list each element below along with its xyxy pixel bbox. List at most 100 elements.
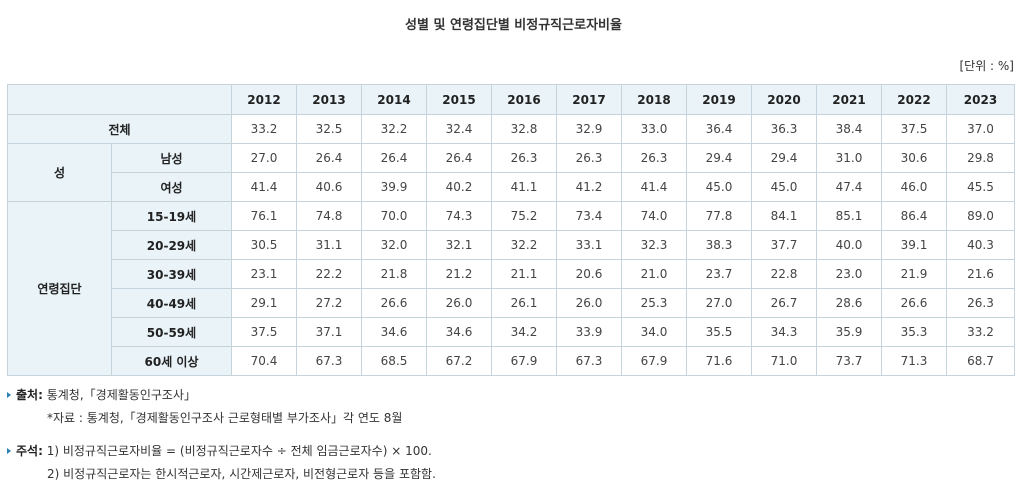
data-cell: 26.6 — [361, 288, 427, 318]
data-cell: 35.5 — [686, 317, 752, 347]
data-cell: 26.3 — [946, 288, 1015, 318]
table-row: 연령집단 15-19세 76.1 74.8 70.0 74.3 75.2 73.4 74.0 77… — [7, 201, 1015, 376]
data-cell: 46.0 — [881, 172, 947, 202]
data-cell: 39.1 — [881, 230, 947, 260]
table-row: 전체 33.2 32.5 32.2 32.4 32.8 32.9 33.0 36.4 36.3 38… — [7, 114, 1015, 144]
data-cell: 27.0 — [686, 288, 752, 318]
data-cell: 74.0 — [621, 201, 687, 231]
data-cell: 32.3 — [621, 230, 687, 260]
data-cell: 29.4 — [751, 143, 817, 173]
year-header: 2023 — [946, 84, 1015, 115]
row-label: 50-59세 — [111, 317, 232, 347]
data-cell: 34.0 — [621, 317, 687, 347]
data-cell: 77.8 — [686, 201, 752, 231]
data-cell: 29.8 — [946, 143, 1015, 173]
data-cell: 45.0 — [686, 172, 752, 202]
data-cell: 21.8 — [361, 259, 427, 289]
data-cell: 37.7 — [751, 230, 817, 260]
data-cell: 47.4 — [816, 172, 882, 202]
source-text: 통계청,「경제활동인구조사」 — [46, 388, 196, 402]
data-cell: 27.0 — [231, 143, 297, 173]
data-cell: 71.3 — [881, 346, 947, 376]
data-cell: 40.6 — [296, 172, 362, 202]
data-cell: 21.9 — [881, 259, 947, 289]
data-cell: 26.0 — [426, 288, 492, 318]
data-cell: 41.4 — [621, 172, 687, 202]
data-cell: 37.5 — [231, 317, 297, 347]
source-label: 출처: — [16, 388, 43, 402]
data-cell: 41.4 — [231, 172, 297, 202]
data-cell: 26.4 — [426, 143, 492, 173]
data-cell: 26.3 — [556, 143, 622, 173]
data-cell: 32.8 — [491, 114, 557, 144]
data-cell: 26.0 — [556, 288, 622, 318]
row-label: 30-39세 — [111, 259, 232, 289]
year-header: 2022 — [881, 84, 947, 115]
data-cell: 31.1 — [296, 230, 362, 260]
statistics-table: 2012 2013 2014 2015 2016 2017 2018 2019 … — [7, 84, 1015, 376]
remark-note: 주석: 1) 비정규직근로자비율 = (비정규직근로자수 ÷ 전체 임금근로자수… — [7, 442, 432, 459]
data-cell: 33.2 — [231, 114, 297, 144]
data-cell: 67.3 — [556, 346, 622, 376]
data-cell: 89.0 — [946, 201, 1015, 231]
row-label: 20-29세 — [111, 230, 232, 260]
data-cell: 21.6 — [946, 259, 1015, 289]
data-cell: 32.9 — [556, 114, 622, 144]
group-label: 성 — [7, 143, 112, 202]
data-cell: 36.3 — [751, 114, 817, 144]
header-corner-cell — [7, 84, 232, 115]
year-header: 2015 — [426, 84, 492, 115]
data-cell: 86.4 — [881, 201, 947, 231]
year-header: 2020 — [751, 84, 817, 115]
source-detail: *자료 : 통계청,「경제활동인구조사 근로형태별 부가조사」각 연도 8월 — [47, 411, 403, 425]
data-cell: 74.3 — [426, 201, 492, 231]
data-cell: 68.5 — [361, 346, 427, 376]
year-header: 2016 — [491, 84, 557, 115]
table-row: 성 남성 27.0 26.4 26.4 26.4 26.3 26.3 26.3 29.4 29.4 3… — [7, 143, 1015, 202]
year-header: 2017 — [556, 84, 622, 115]
data-cell: 45.5 — [946, 172, 1015, 202]
data-cell: 70.0 — [361, 201, 427, 231]
data-cell: 38.3 — [686, 230, 752, 260]
data-cell: 84.1 — [751, 201, 817, 231]
data-cell: 71.0 — [751, 346, 817, 376]
unit-label: [단위 : %] — [959, 59, 1014, 73]
data-cell: 67.2 — [426, 346, 492, 376]
table-row: 20-29세 30.5 31.1 32.0 32.1 32.2 33.1 32.3 38.3 37… — [8, 230, 1015, 260]
data-cell: 67.9 — [491, 346, 557, 376]
data-cell: 26.7 — [751, 288, 817, 318]
table-row: 50-59세 37.5 37.1 34.6 34.6 34.2 33.9 34.0 35.5 34… — [8, 317, 1015, 347]
data-cell: 32.2 — [491, 230, 557, 260]
source-note: 출처: 통계청,「경제활동인구조사」 — [7, 386, 196, 403]
year-header: 2018 — [621, 84, 687, 115]
data-cell: 22.8 — [751, 259, 817, 289]
remark-1: 1) 비정규직근로자비율 = (비정규직근로자수 ÷ 전체 임금근로자수) × … — [46, 444, 432, 458]
data-cell: 85.1 — [816, 201, 882, 231]
data-cell: 37.5 — [881, 114, 947, 144]
data-cell: 32.0 — [361, 230, 427, 260]
data-cell: 31.0 — [816, 143, 882, 173]
data-cell: 75.2 — [491, 201, 557, 231]
data-cell: 21.0 — [621, 259, 687, 289]
row-label: 전체 — [7, 114, 232, 144]
data-cell: 40.3 — [946, 230, 1015, 260]
year-header: 2021 — [816, 84, 882, 115]
table-row: 30-39세 23.1 22.2 21.8 21.2 21.1 20.6 21.0 23.7 22… — [8, 259, 1015, 289]
data-cell: 40.0 — [816, 230, 882, 260]
data-cell: 25.3 — [621, 288, 687, 318]
data-cell: 67.3 — [296, 346, 362, 376]
data-cell: 40.2 — [426, 172, 492, 202]
data-cell: 33.1 — [556, 230, 622, 260]
data-cell: 30.6 — [881, 143, 947, 173]
data-cell: 23.1 — [231, 259, 297, 289]
data-cell: 73.4 — [556, 201, 622, 231]
data-cell: 39.9 — [361, 172, 427, 202]
data-cell: 68.7 — [946, 346, 1015, 376]
data-cell: 34.6 — [361, 317, 427, 347]
data-cell: 26.4 — [296, 143, 362, 173]
data-cell: 45.0 — [751, 172, 817, 202]
year-header: 2019 — [686, 84, 752, 115]
data-cell: 34.6 — [426, 317, 492, 347]
data-cell: 23.0 — [816, 259, 882, 289]
group-label: 연령집단 — [7, 201, 112, 376]
